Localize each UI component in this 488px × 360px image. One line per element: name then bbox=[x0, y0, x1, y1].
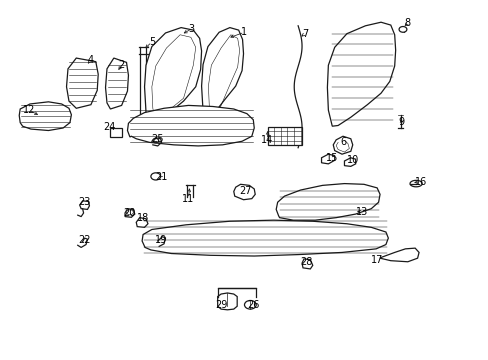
Polygon shape bbox=[142, 220, 387, 256]
Text: 27: 27 bbox=[239, 186, 251, 197]
Text: 25: 25 bbox=[151, 134, 163, 144]
Circle shape bbox=[126, 210, 133, 215]
Text: 8: 8 bbox=[404, 18, 410, 28]
Text: 17: 17 bbox=[370, 255, 383, 265]
Text: 19: 19 bbox=[154, 235, 166, 245]
Text: 12: 12 bbox=[23, 105, 35, 115]
Polygon shape bbox=[105, 58, 128, 109]
Polygon shape bbox=[321, 154, 334, 164]
Text: 29: 29 bbox=[214, 300, 227, 310]
Text: 24: 24 bbox=[102, 122, 115, 132]
Circle shape bbox=[244, 301, 256, 309]
Polygon shape bbox=[144, 28, 201, 128]
Text: 3: 3 bbox=[188, 24, 195, 34]
Polygon shape bbox=[201, 28, 243, 128]
Polygon shape bbox=[332, 136, 352, 154]
Text: 20: 20 bbox=[123, 208, 136, 218]
Text: 18: 18 bbox=[137, 213, 149, 223]
Text: 21: 21 bbox=[155, 172, 167, 182]
Polygon shape bbox=[276, 184, 379, 220]
Text: 2: 2 bbox=[118, 60, 124, 70]
Polygon shape bbox=[127, 105, 254, 146]
Text: 26: 26 bbox=[246, 300, 259, 310]
Text: 14: 14 bbox=[261, 135, 273, 145]
Text: 15: 15 bbox=[325, 153, 338, 163]
Text: 10: 10 bbox=[346, 155, 359, 165]
Polygon shape bbox=[327, 22, 395, 126]
Polygon shape bbox=[267, 127, 302, 145]
Circle shape bbox=[398, 27, 406, 32]
Text: 1: 1 bbox=[241, 27, 247, 37]
Text: 7: 7 bbox=[301, 29, 307, 39]
Polygon shape bbox=[217, 293, 237, 310]
Polygon shape bbox=[379, 248, 418, 262]
Text: 13: 13 bbox=[356, 207, 368, 217]
Polygon shape bbox=[125, 209, 135, 217]
Text: 4: 4 bbox=[88, 55, 94, 65]
Polygon shape bbox=[233, 184, 255, 200]
Text: 28: 28 bbox=[300, 257, 312, 267]
Polygon shape bbox=[344, 158, 355, 166]
Text: 22: 22 bbox=[78, 235, 91, 245]
Polygon shape bbox=[66, 58, 98, 108]
Polygon shape bbox=[19, 102, 71, 131]
Text: 6: 6 bbox=[340, 138, 346, 147]
Polygon shape bbox=[110, 128, 122, 137]
Text: 9: 9 bbox=[398, 117, 404, 127]
Polygon shape bbox=[136, 218, 148, 227]
Polygon shape bbox=[80, 201, 89, 210]
Circle shape bbox=[151, 173, 160, 180]
Polygon shape bbox=[302, 259, 312, 269]
Text: 5: 5 bbox=[148, 37, 155, 47]
Text: 23: 23 bbox=[78, 197, 91, 207]
Text: 11: 11 bbox=[182, 194, 194, 204]
Circle shape bbox=[153, 138, 158, 143]
Text: 16: 16 bbox=[414, 177, 426, 187]
